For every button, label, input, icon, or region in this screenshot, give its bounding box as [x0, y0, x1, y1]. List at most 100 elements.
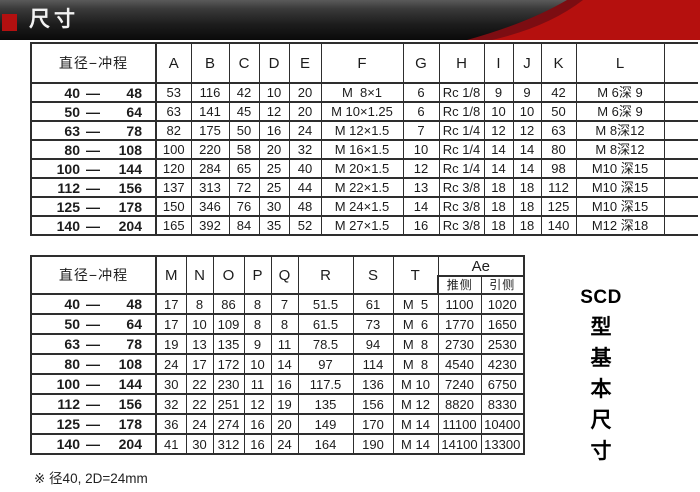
- value-cell: 51.5: [297, 293, 354, 315]
- side-label-char: 型: [590, 316, 612, 339]
- value-cell: 98: [540, 158, 577, 179]
- table-row: 125 — 178 36 24 274 16 20 149 170 M 14 11100 10400: [30, 413, 526, 435]
- value-cell: 100: [155, 139, 192, 160]
- value-cell: 45: [228, 101, 260, 122]
- diameter-stroke-cell: 100 — 144: [30, 158, 157, 179]
- diameter-stroke-cell: 40 — 48: [30, 82, 157, 103]
- column-header-k: K: [540, 42, 577, 84]
- value-cell: 63: [540, 120, 577, 141]
- value-cell: 172: [212, 353, 245, 375]
- column-header-o: O: [212, 255, 245, 295]
- value-cell: 7240: [437, 373, 482, 395]
- value-cell: 6: [402, 82, 440, 103]
- column-header-f: F: [320, 42, 404, 84]
- value-cell: M 8: [392, 353, 439, 375]
- column-header-n: N: [185, 255, 214, 295]
- dash-separator: —: [86, 396, 100, 412]
- value-cell: M 16×1.5: [320, 139, 404, 160]
- dash-separator: —: [86, 436, 100, 452]
- value-cell: M 6深 9: [575, 82, 665, 103]
- empty-cell: [663, 139, 698, 160]
- value-cell: M 10×1.25: [320, 101, 404, 122]
- value-cell: 25: [258, 177, 290, 198]
- table-row: 63 — 78 19 13 135 9 11 78.5 94 M 8 2730 2530: [30, 333, 526, 355]
- value-cell: 7: [402, 120, 440, 141]
- value-cell: 141: [190, 101, 230, 122]
- value-cell: M12 深18: [575, 215, 665, 236]
- value-cell: M 8深12: [575, 139, 665, 160]
- table-row: 40—48 53 116 42 10 20 M 8×1 6 Rc 1/8 9 9 42 M 6深 9: [30, 82, 698, 103]
- value-cell: 170: [352, 413, 394, 435]
- table-subheader-row: 推侧 引侧: [31, 275, 526, 295]
- diameter-stroke-cell: 100 — 144: [30, 373, 157, 395]
- value-cell: M 12×1.5: [320, 120, 404, 141]
- value-cell: 84: [228, 215, 260, 236]
- value-cell: 22: [185, 393, 214, 415]
- value-cell: 18: [512, 177, 542, 198]
- value-cell: 116: [190, 82, 230, 103]
- table-row: 80—108 100 220 58 20 32 M 16×1.5 10 Rc 1/4 14 14 80…: [30, 139, 698, 160]
- table-row: 50—64 17 10 109 8 8 61.5 73 M 6 1770 1650: [30, 313, 526, 335]
- section-title: 尺寸: [29, 8, 79, 31]
- value-cell: 65: [228, 158, 260, 179]
- value-cell: 4540: [437, 353, 482, 375]
- pull-side-header: 引侧: [480, 275, 526, 295]
- stroke-value: 204: [118, 436, 142, 452]
- diameter-stroke-cell: 40 — 48: [30, 293, 157, 315]
- diameter-stroke-cell: 80 — 108: [30, 139, 157, 160]
- empty-cell: [663, 196, 698, 217]
- value-cell: 112: [540, 177, 577, 198]
- value-cell: 8: [185, 293, 214, 315]
- value-cell: 24: [185, 413, 214, 435]
- column-header-r: R: [297, 255, 354, 295]
- value-cell: 140: [540, 215, 577, 236]
- stroke-value: 156: [118, 396, 142, 412]
- diameter-stroke-cell: 125 — 178: [30, 413, 157, 435]
- value-cell: 86: [212, 293, 245, 315]
- table-header-row: 直径−冲程 M N O P Q R S T Ae: [30, 255, 526, 295]
- table-row: 63—78 82 175 50 16 24 M 12×1.5 7 Rc 1/4 12 12 63 M 8…: [30, 120, 698, 141]
- value-cell: 63: [155, 101, 192, 122]
- value-cell: 10: [185, 313, 214, 335]
- value-cell: 32: [288, 139, 322, 160]
- stroke-value: 64: [126, 103, 142, 120]
- value-cell: 2730: [437, 333, 482, 355]
- value-cell: 136: [352, 373, 394, 395]
- value-cell: 76: [228, 196, 260, 217]
- value-cell: M 14: [392, 433, 439, 455]
- value-cell: 14: [270, 353, 299, 375]
- table-row: 140—204 165 392 84 35 52 M 27×1.5 16 Rc 3/8 18 18 1…: [30, 215, 698, 236]
- value-cell: 30: [155, 373, 187, 395]
- value-cell: Rc 1/4: [438, 158, 485, 179]
- value-cell: 52: [288, 215, 322, 236]
- stroke-value: 64: [126, 316, 142, 332]
- column-header-l: L: [575, 42, 665, 84]
- dimension-table-m-t: 直径−冲程 M N O P Q R S T Ae 推侧 引侧 40—48 17 8 8…: [30, 255, 526, 455]
- value-cell: Rc 1/8: [438, 82, 485, 103]
- value-cell: 12: [243, 393, 272, 415]
- value-cell: M 8深12: [575, 120, 665, 141]
- column-header-h: H: [438, 42, 485, 84]
- dash-separator: —: [86, 336, 100, 352]
- value-cell: 16: [243, 413, 272, 435]
- dash-separator: —: [86, 217, 100, 234]
- table-row: 40—48 17 8 86 8 7 51.5 61 M 5 1100 1020: [30, 293, 526, 315]
- dash-separator: —: [86, 198, 100, 215]
- value-cell: 18: [512, 196, 542, 217]
- value-cell: 117.5: [297, 373, 354, 395]
- empty-header-cell: [663, 42, 698, 84]
- value-cell: 22: [185, 373, 214, 395]
- table-row: 140 — 204 41 30 312 16 24 164 190 M 14 14100 13300: [30, 433, 526, 455]
- value-cell: 80: [540, 139, 577, 160]
- value-cell: 17: [155, 293, 187, 315]
- diameter-stroke-cell: 50 — 64: [30, 313, 157, 335]
- table-row: 100 — 144 30 22 230 11 16 117.5 136 M 10 7240 6750: [30, 373, 526, 395]
- value-cell: 109: [212, 313, 245, 335]
- value-cell: M 5: [392, 293, 439, 315]
- value-cell: 11: [270, 333, 299, 355]
- column-header-p: P: [243, 255, 272, 295]
- diameter-stroke-header: 直径−冲程: [30, 42, 157, 84]
- value-cell: 10400: [480, 413, 526, 435]
- value-cell: 73: [352, 313, 394, 335]
- dash-separator: —: [86, 84, 100, 101]
